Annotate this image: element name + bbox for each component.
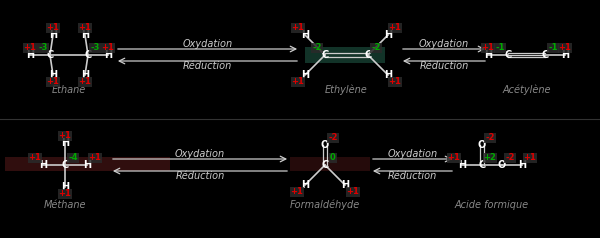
Text: +1: +1 (559, 44, 571, 53)
Text: -2: -2 (505, 154, 515, 163)
Text: Réduction: Réduction (388, 171, 437, 181)
Text: -2: -2 (312, 44, 322, 53)
Text: -2: -2 (485, 134, 495, 143)
Text: H: H (341, 180, 349, 190)
Text: C: C (322, 160, 329, 170)
Text: H: H (458, 160, 466, 170)
Text: H: H (384, 30, 392, 40)
Text: H: H (61, 182, 69, 192)
Text: -2: -2 (328, 134, 338, 143)
Text: +1: +1 (290, 188, 304, 197)
Text: -1: -1 (495, 44, 505, 53)
Bar (5, 157, 170, 171)
Text: C: C (541, 50, 548, 60)
Text: +1: +1 (389, 78, 401, 86)
Text: +1: +1 (524, 154, 536, 163)
Text: H: H (81, 30, 89, 40)
Text: O: O (478, 140, 486, 150)
Text: +1: +1 (47, 78, 59, 86)
Text: +1: +1 (59, 189, 71, 198)
Text: O: O (498, 160, 506, 170)
Text: Oxydation: Oxydation (175, 149, 225, 159)
Text: -3: -3 (91, 44, 100, 53)
Text: Oxydation: Oxydation (182, 39, 233, 49)
Text: H: H (561, 50, 569, 60)
Text: -2: -2 (371, 44, 381, 53)
Text: H: H (384, 70, 392, 80)
Text: +1: +1 (347, 188, 359, 197)
Text: Ethane: Ethane (52, 85, 86, 95)
Text: C: C (478, 160, 485, 170)
Text: H: H (301, 30, 309, 40)
Text: Acide formique: Acide formique (455, 200, 529, 210)
Text: Ethylène: Ethylène (325, 85, 367, 95)
Text: H: H (301, 180, 309, 190)
Text: +1: +1 (448, 154, 460, 163)
Text: Oxydation: Oxydation (388, 149, 437, 159)
Text: +1: +1 (79, 78, 91, 86)
Text: +1: +1 (101, 44, 115, 53)
Text: Réduction: Réduction (419, 61, 469, 71)
Text: C: C (46, 50, 53, 60)
Text: +1: +1 (389, 24, 401, 33)
Text: +1: +1 (79, 24, 91, 33)
Text: +1: +1 (292, 78, 304, 86)
Text: H: H (104, 50, 112, 60)
Text: Méthane: Méthane (44, 200, 86, 210)
Text: H: H (81, 70, 89, 80)
Text: H: H (61, 138, 69, 148)
Text: H: H (26, 50, 34, 60)
Text: C: C (322, 50, 329, 60)
Text: H: H (49, 70, 57, 80)
Text: Réduction: Réduction (175, 171, 224, 181)
Bar (290, 157, 370, 171)
Text: -1: -1 (548, 44, 558, 53)
Text: +1: +1 (482, 44, 494, 53)
Text: 0: 0 (330, 154, 336, 163)
Text: +1: +1 (59, 132, 71, 140)
Text: H: H (49, 30, 57, 40)
Text: C: C (364, 50, 371, 60)
Text: +1: +1 (47, 24, 59, 33)
Text: H: H (518, 160, 526, 170)
Text: -4: -4 (68, 154, 78, 163)
Text: Formaldéhyde: Formaldéhyde (290, 200, 360, 210)
Text: H: H (484, 50, 492, 60)
Text: Réduction: Réduction (183, 61, 232, 71)
Text: O: O (321, 140, 329, 150)
Bar (305, 47, 385, 63)
Text: Acétylène: Acétylène (503, 85, 551, 95)
Text: +1: +1 (89, 154, 101, 163)
Text: C: C (505, 50, 512, 60)
Text: -3: -3 (38, 44, 47, 53)
Text: +2: +2 (484, 154, 496, 163)
Text: +1: +1 (292, 24, 304, 33)
Text: H: H (39, 160, 47, 170)
Text: H: H (301, 70, 309, 80)
Text: C: C (85, 50, 92, 60)
Text: Oxydation: Oxydation (419, 39, 469, 49)
Text: H: H (83, 160, 91, 170)
Text: C: C (61, 160, 68, 170)
Text: +1: +1 (29, 154, 41, 163)
Text: +1: +1 (23, 44, 37, 53)
